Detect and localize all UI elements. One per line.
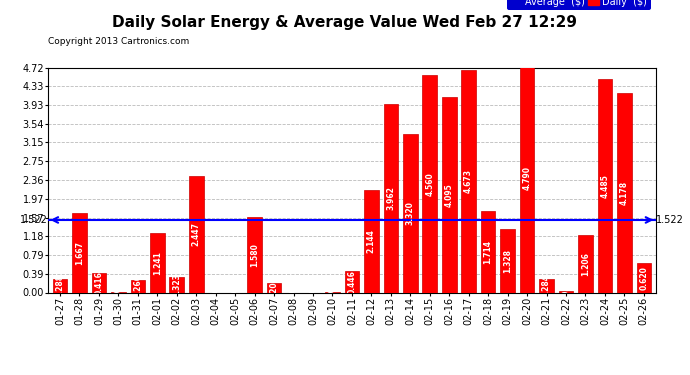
Text: 1.328: 1.328: [503, 249, 512, 273]
Text: 1.206: 1.206: [581, 252, 590, 276]
Text: Daily Solar Energy & Average Value Wed Feb 27 12:29: Daily Solar Energy & Average Value Wed F…: [112, 15, 578, 30]
Bar: [559, 291, 573, 292]
Bar: [247, 217, 262, 292]
Bar: [617, 93, 631, 292]
Text: 1.241: 1.241: [152, 251, 161, 275]
Bar: [442, 97, 457, 292]
Text: 4.673: 4.673: [464, 169, 473, 193]
Bar: [403, 134, 417, 292]
Text: 2.447: 2.447: [192, 222, 201, 246]
Text: 0.035: 0.035: [562, 280, 571, 303]
Bar: [384, 104, 398, 292]
Text: 0.204: 0.204: [270, 276, 279, 300]
Bar: [500, 229, 515, 292]
Text: 3.320: 3.320: [406, 201, 415, 225]
Text: 0.620: 0.620: [640, 266, 649, 290]
Text: 2.144: 2.144: [367, 230, 376, 254]
Bar: [267, 283, 282, 292]
Text: 0.323: 0.323: [172, 273, 181, 297]
Bar: [481, 211, 495, 292]
Text: 0.000: 0.000: [289, 280, 298, 303]
Bar: [150, 233, 165, 292]
Text: 1.667: 1.667: [75, 241, 84, 265]
Bar: [92, 273, 106, 292]
Bar: [344, 271, 359, 292]
Bar: [364, 190, 379, 292]
Bar: [539, 279, 554, 292]
Text: 0.000: 0.000: [230, 280, 239, 303]
Text: 0.284: 0.284: [542, 274, 551, 298]
Text: 4.485: 4.485: [600, 174, 609, 198]
Bar: [422, 75, 437, 292]
Text: 1.580: 1.580: [250, 243, 259, 267]
Text: 1.522: 1.522: [21, 215, 48, 225]
Text: 4.095: 4.095: [445, 183, 454, 207]
Text: 0.002: 0.002: [328, 280, 337, 303]
Text: 0.000: 0.000: [211, 280, 220, 303]
Bar: [52, 279, 68, 292]
Bar: [462, 70, 476, 292]
Text: 1.714: 1.714: [484, 240, 493, 264]
Text: 4.560: 4.560: [425, 172, 434, 196]
Bar: [170, 277, 184, 292]
Bar: [578, 235, 593, 292]
Text: 0.266: 0.266: [133, 274, 142, 298]
Text: 1.522: 1.522: [656, 215, 683, 225]
Text: 0.288: 0.288: [55, 274, 64, 298]
Text: Copyright 2013 Cartronics.com: Copyright 2013 Cartronics.com: [48, 38, 190, 46]
Legend: Average  ($), Daily  ($): Average ($), Daily ($): [507, 0, 651, 10]
Bar: [72, 213, 87, 292]
Bar: [520, 64, 534, 292]
Text: 0.012: 0.012: [114, 280, 123, 303]
Text: 0.416: 0.416: [95, 271, 103, 294]
Bar: [598, 79, 612, 292]
Text: 0.446: 0.446: [347, 270, 357, 294]
Text: 0.000: 0.000: [308, 280, 317, 303]
Bar: [189, 176, 204, 292]
Bar: [130, 280, 145, 292]
Text: 4.178: 4.178: [620, 181, 629, 205]
Text: 3.962: 3.962: [386, 186, 395, 210]
Text: 4.790: 4.790: [522, 166, 531, 190]
Bar: [636, 263, 651, 292]
